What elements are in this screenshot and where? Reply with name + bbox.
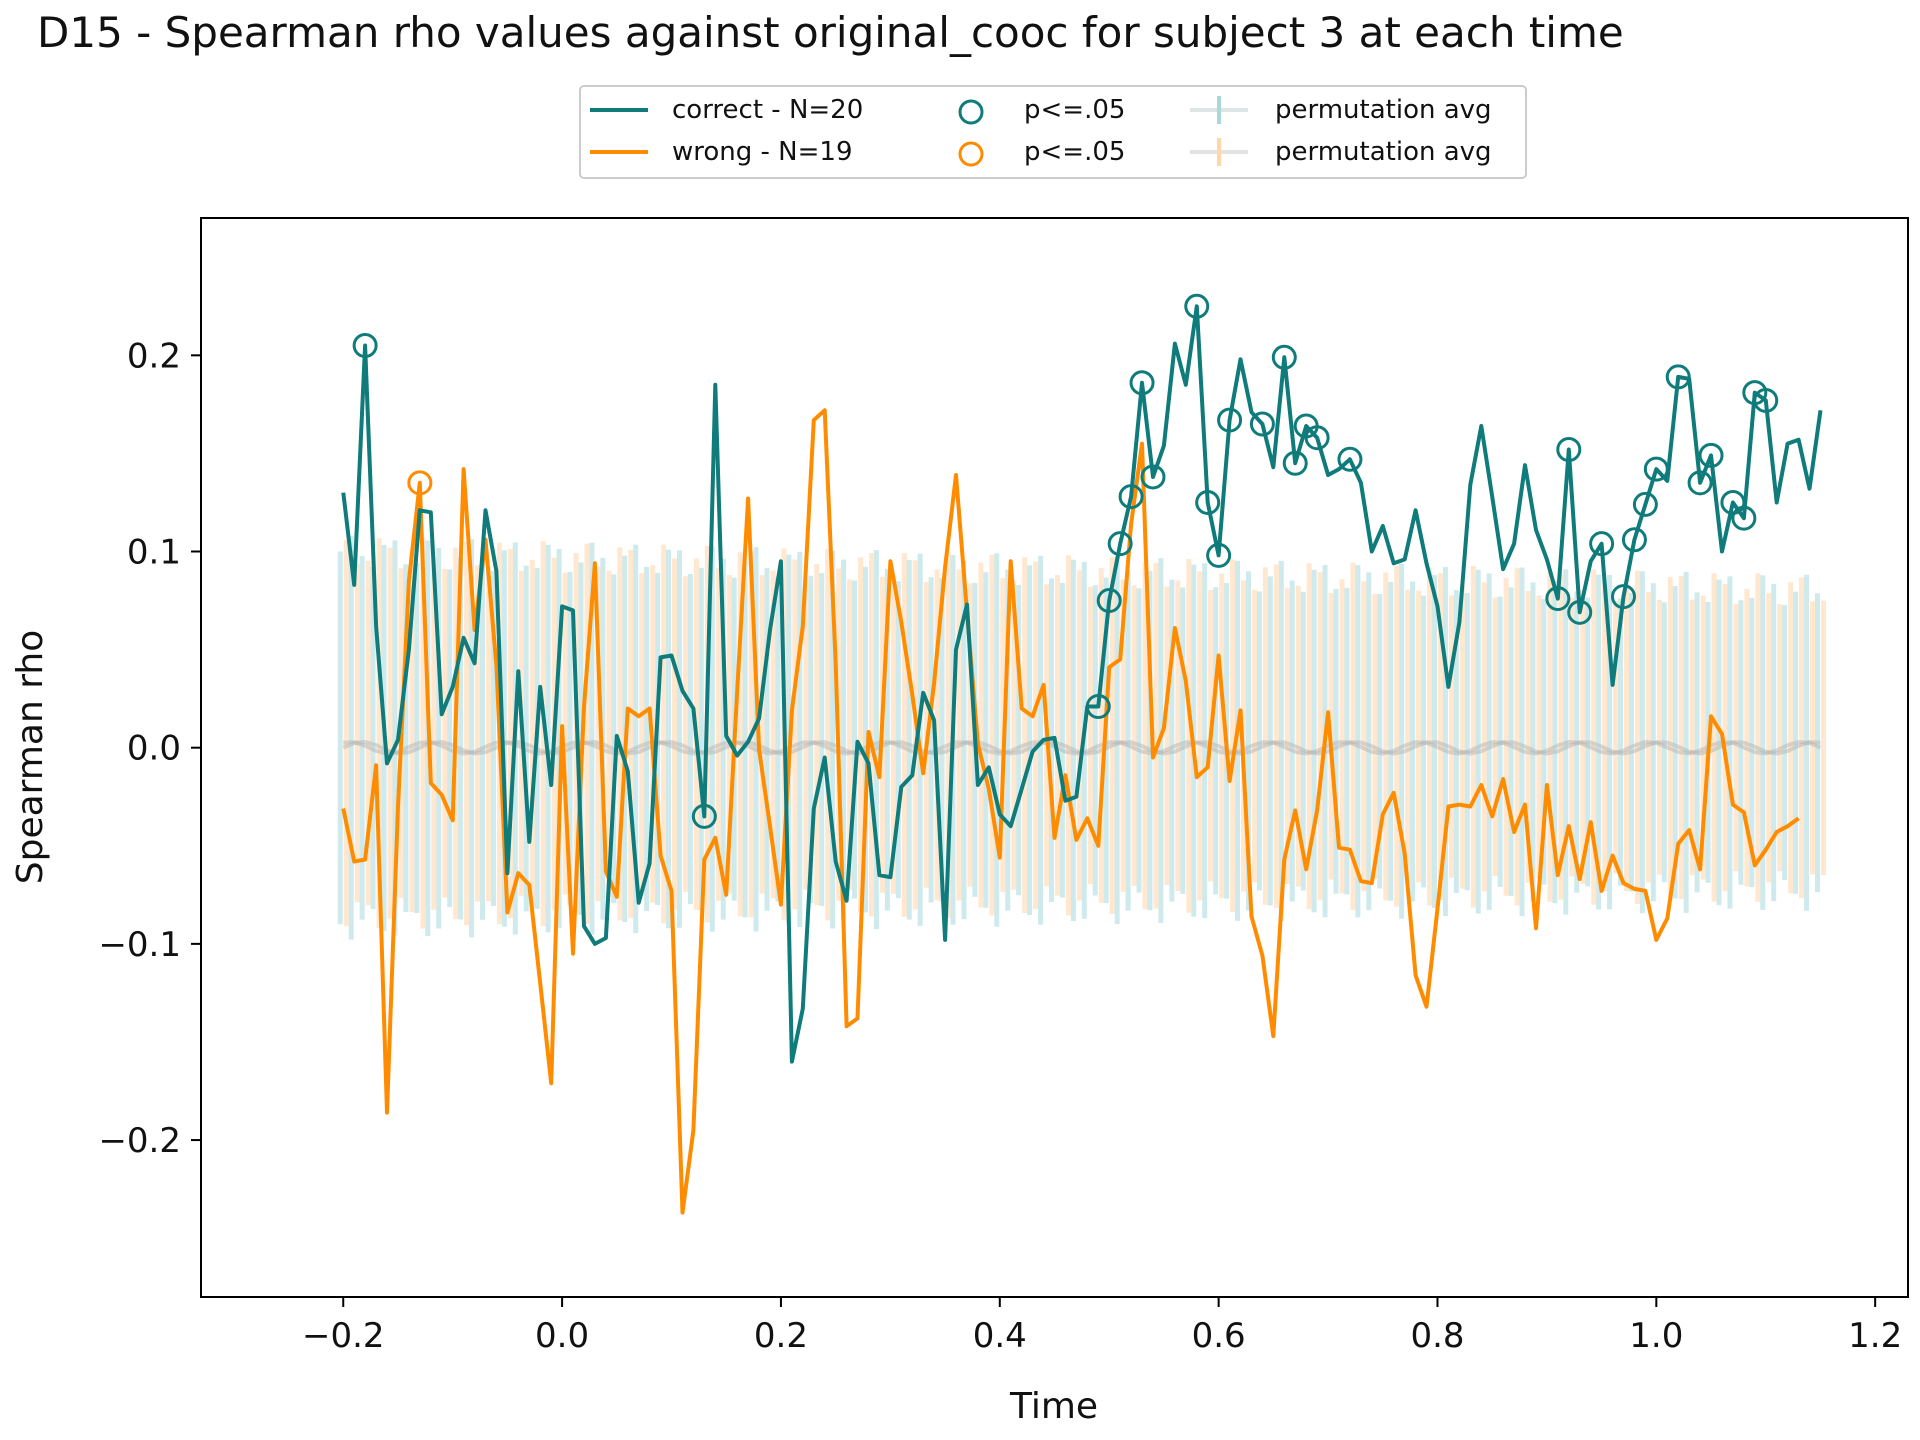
sig-marker-correct xyxy=(1589,531,1615,557)
sig-marker-correct xyxy=(1206,542,1232,568)
sig-marker-correct xyxy=(1085,693,1111,719)
legend-label-correct: correct - N=20 xyxy=(672,95,863,125)
x-axis-label: Time xyxy=(1009,1386,1098,1427)
x-axis-ticks: −0.2 0.0 0.2 0.4 0.6 0.8 1.0 1.2 xyxy=(302,1297,1902,1356)
sig-marker-correct xyxy=(1632,491,1658,517)
x-tick-label: 0.4 xyxy=(973,1316,1027,1356)
legend-marker-correct xyxy=(958,99,984,125)
sig-marker-correct xyxy=(1184,293,1210,319)
sig-marker-correct xyxy=(1118,484,1144,510)
sig-marker-correct xyxy=(1698,442,1724,468)
y-tick-label: 0.0 xyxy=(127,729,181,769)
sig-marker-correct xyxy=(1107,531,1133,557)
sig-marker-correct xyxy=(1304,425,1330,451)
sig-marker-correct xyxy=(1665,364,1691,390)
x-tick-label: −0.2 xyxy=(302,1316,385,1356)
sig-marker-correct xyxy=(1195,489,1221,515)
sig-marker-correct xyxy=(1337,446,1363,472)
y-axis-ticks: −0.2 −0.1 0.0 0.1 0.2 xyxy=(98,336,201,1161)
sig-marker-correct xyxy=(691,803,717,829)
sig-marker-correct xyxy=(1643,456,1669,482)
sig-marker-correct xyxy=(1129,370,1155,396)
y-tick-label: 0.1 xyxy=(127,533,181,573)
sig-marker-correct xyxy=(1271,344,1297,370)
sig-marker-correct xyxy=(1556,436,1582,462)
legend-label-wrong: wrong - N=19 xyxy=(672,137,853,167)
sig-marker-correct xyxy=(1140,464,1166,490)
series-lines xyxy=(341,304,1823,1215)
chart-title: D15 - Spearman rho values against origin… xyxy=(37,8,1624,57)
sig-marker-correct xyxy=(352,333,378,359)
sig-marker-correct xyxy=(1545,586,1571,612)
y-tick-label: −0.1 xyxy=(98,925,181,965)
x-tick-label: 0.2 xyxy=(754,1316,808,1356)
sig-marker-correct xyxy=(1753,387,1779,413)
y-tick-label: −0.2 xyxy=(98,1121,181,1161)
y-tick-label: 0.2 xyxy=(127,336,181,376)
sig-marker-correct xyxy=(1687,470,1713,496)
significance-markers xyxy=(352,293,1779,829)
sig-marker-correct xyxy=(1282,450,1308,476)
correct-series-line xyxy=(341,304,1823,1064)
sig-marker-correct xyxy=(1731,505,1757,531)
legend-box xyxy=(579,85,1527,179)
x-tick-label: 0.6 xyxy=(1192,1316,1246,1356)
legend: correct - N=20 wrong - N=19 p<=.05 p<=.0… xyxy=(579,85,1527,179)
legend-sig-wrong: p<=.05 xyxy=(1024,137,1125,167)
plot-frame xyxy=(200,217,1909,1298)
sig-marker-correct xyxy=(1217,407,1243,433)
legend-perm-wrong: permutation avg xyxy=(1275,137,1492,167)
x-tick-label: 1.0 xyxy=(1629,1316,1683,1356)
legend-perm-correct: permutation avg xyxy=(1275,95,1492,125)
legend-sig-correct: p<=.05 xyxy=(1024,95,1125,125)
sig-marker-correct xyxy=(1611,584,1636,610)
x-tick-label: 0.0 xyxy=(535,1316,589,1356)
wrong-series-line xyxy=(341,408,1800,1215)
legend-marker-wrong xyxy=(958,141,984,167)
sig-marker-correct xyxy=(1621,527,1647,553)
sig-marker-correct xyxy=(1567,599,1593,625)
sig-marker-wrong xyxy=(407,470,433,496)
x-tick-label: 0.8 xyxy=(1410,1316,1464,1356)
sig-marker-correct xyxy=(1096,588,1122,614)
x-tick-label: 1.2 xyxy=(1848,1316,1902,1356)
sig-marker-correct xyxy=(1249,411,1275,437)
y-axis-label: Spearman rho xyxy=(10,630,51,884)
